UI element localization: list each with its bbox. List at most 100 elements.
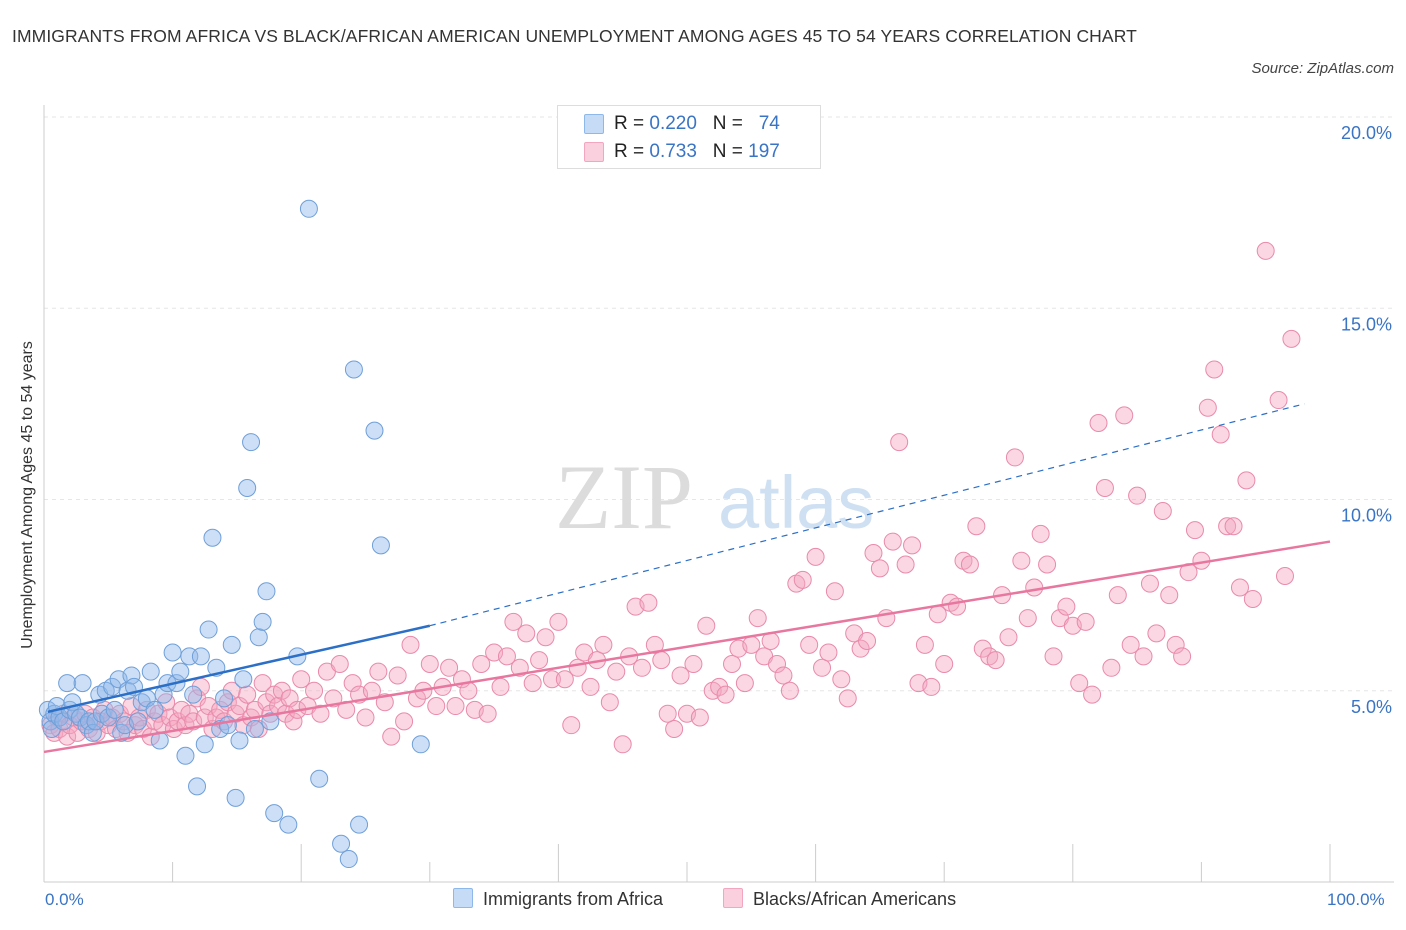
point-black (562, 716, 581, 735)
point-black (1057, 597, 1076, 616)
point-black (1198, 398, 1217, 417)
point-black (652, 651, 671, 670)
point-black (1005, 448, 1024, 467)
series-immigrants-from-africa (38, 199, 430, 869)
point-black (774, 666, 793, 685)
trend-africa (47, 624, 431, 714)
point-black (639, 593, 658, 612)
point-black (1070, 674, 1089, 693)
point-black (1275, 567, 1294, 585)
watermark-atlas: atlas (718, 461, 874, 544)
point-africa (176, 746, 195, 765)
point-africa (122, 666, 141, 685)
point-africa (99, 708, 118, 727)
point-black (710, 677, 729, 696)
y-tick-label: 10.0% (1341, 506, 1392, 526)
point-black (478, 704, 497, 723)
point-black (896, 555, 915, 574)
point-black (600, 693, 619, 712)
watermark: ZIP atlas (555, 446, 874, 548)
point-africa (242, 433, 261, 452)
point-africa (199, 620, 218, 639)
point-black (1012, 551, 1031, 570)
point-black (793, 570, 812, 589)
point-black (890, 433, 909, 452)
point-africa (103, 677, 122, 696)
point-africa (238, 479, 257, 498)
point-black (440, 658, 459, 677)
point-black (1185, 521, 1204, 540)
point-black (864, 544, 883, 563)
point-black (1095, 479, 1114, 498)
axes (43, 105, 1394, 883)
point-africa (58, 674, 77, 693)
point-africa (218, 716, 237, 735)
n-label: N = (712, 113, 743, 134)
point-black (1025, 578, 1044, 597)
point-black (768, 654, 787, 673)
point-black (542, 670, 561, 689)
point-black (272, 681, 291, 700)
point-black (967, 517, 986, 536)
point-africa (226, 788, 245, 807)
point-black (819, 643, 838, 662)
y-tick-label: 20.0% (1341, 123, 1392, 143)
point-black (838, 689, 857, 708)
legend-swatch-blue (453, 888, 473, 908)
stats-legend: R = 0.220 N = 74 R = 0.733 N = 197 (557, 105, 821, 169)
n-value: 74 (758, 113, 780, 134)
point-africa (332, 834, 351, 853)
point-black (401, 635, 420, 654)
point-africa (145, 700, 164, 719)
point-black (491, 677, 510, 696)
point-black (1076, 612, 1095, 631)
point-africa (71, 708, 90, 727)
point-black (257, 693, 276, 712)
point-black (658, 704, 677, 723)
point-africa (371, 536, 390, 555)
point-africa (203, 528, 222, 547)
r-label: R = (614, 113, 645, 134)
point-black (459, 681, 478, 700)
point-black (211, 700, 230, 719)
point-black (858, 632, 877, 651)
series-blacks-african-americans (41, 241, 1301, 754)
source-label: Source: ZipAtlas.com (1251, 60, 1394, 77)
point-black (684, 654, 703, 673)
point-africa (163, 643, 182, 662)
point-black (395, 712, 414, 731)
point-black (832, 670, 851, 689)
point-africa (184, 685, 203, 704)
point-black (1243, 589, 1262, 608)
point-africa (350, 815, 369, 834)
point-black (311, 704, 330, 723)
point-black (1031, 524, 1050, 543)
point-black (1038, 555, 1057, 574)
point-black (1140, 574, 1159, 593)
point-black (825, 582, 844, 601)
point-africa (245, 720, 264, 738)
point-black (1205, 360, 1224, 379)
point-black (1121, 635, 1140, 654)
point-black (665, 720, 684, 738)
point-black (999, 628, 1018, 647)
n-label: N = (712, 141, 743, 162)
point-black (690, 708, 709, 727)
point-black (973, 639, 992, 658)
point-africa (230, 731, 249, 750)
point-black (613, 735, 632, 754)
point-africa (339, 850, 358, 869)
point-black (1108, 586, 1127, 605)
point-black (388, 666, 407, 685)
point-black (1224, 517, 1243, 536)
point-black (253, 674, 272, 693)
trend-africa-extension (429, 403, 1305, 627)
point-black (472, 654, 491, 673)
point-black (1282, 329, 1301, 348)
point-black (330, 654, 349, 673)
y-tick-label: 15.0% (1341, 314, 1392, 334)
point-black (594, 635, 613, 654)
point-black (1044, 647, 1063, 666)
point-africa (257, 582, 276, 601)
point-black (324, 689, 343, 708)
